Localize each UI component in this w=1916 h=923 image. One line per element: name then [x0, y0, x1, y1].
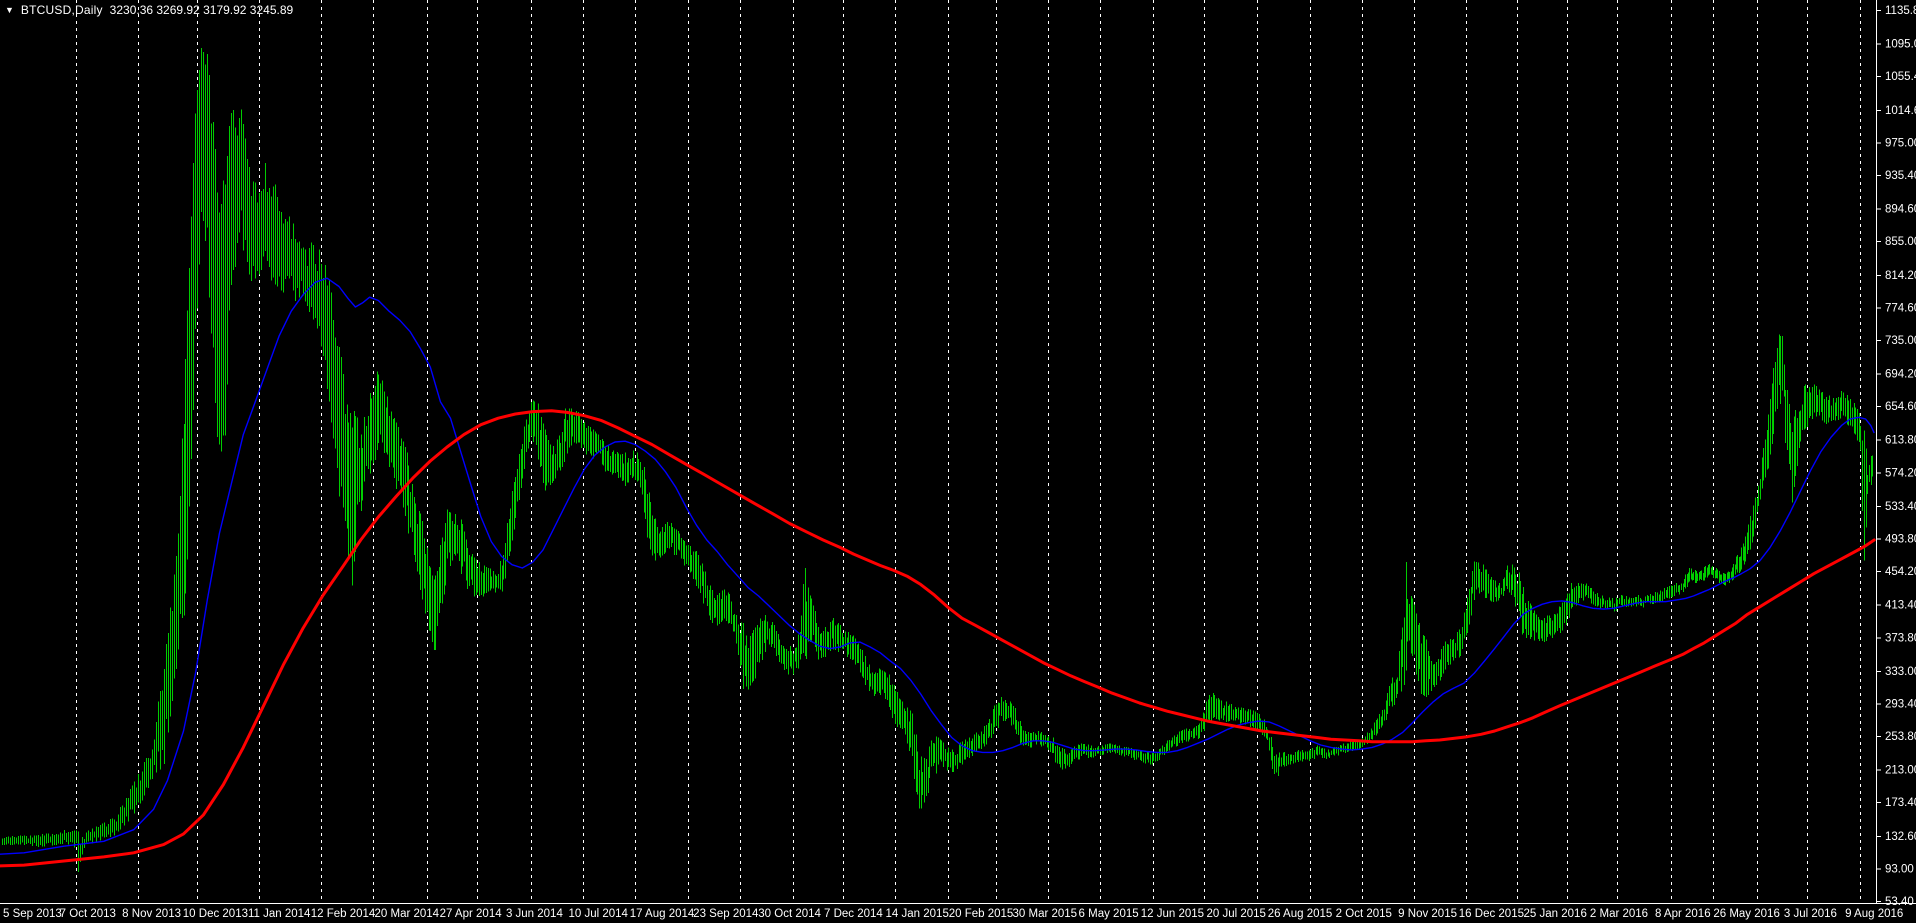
price-tick-label: 654.60: [1885, 401, 1916, 413]
date-tick-label: 14 Jan 2015: [886, 908, 949, 920]
date-tick-label: 30 Mar 2015: [1013, 908, 1078, 920]
price-tick-label: 373.80: [1885, 632, 1916, 644]
price-tick-label: 333.00: [1885, 666, 1916, 678]
date-tick-label: 2 Oct 2015: [1336, 908, 1392, 920]
price-tick-label: 735.00: [1885, 335, 1916, 347]
price-tick-label: 132.60: [1885, 831, 1916, 843]
date-tick-label: 27 Apr 2014: [440, 908, 503, 920]
date-tick-label: 3 Jun 2014: [506, 908, 564, 920]
price-tick-label: 574.20: [1885, 467, 1916, 479]
date-tick-label: 26 Aug 2015: [1268, 908, 1333, 920]
price-tick-label: 413.40: [1885, 600, 1916, 612]
price-tick-label: 1014.60: [1885, 105, 1916, 117]
date-tick-label: 5 Sep 2013: [3, 908, 62, 920]
ohlc-values: 3230.36 3269.92 3179.92 3245.89: [109, 3, 294, 17]
price-axis[interactable]: 1135.80 1095.00 1055.40 1014.60 975.00 935.40…: [1876, 5, 1916, 908]
price-tick-label: 533.40: [1885, 501, 1916, 513]
date-tick-label: 3 Jul 2016: [1784, 908, 1837, 920]
ma-slow-line: [0, 409, 1876, 868]
price-tick-label: 493.80: [1885, 534, 1916, 546]
date-tick-label: 23 Sep 2014: [693, 908, 759, 920]
date-tick-label: 12 Jun 2015: [1141, 908, 1204, 920]
date-tick-label: 20 Feb 2015: [949, 908, 1014, 920]
date-tick-label: 7 Oct 2013: [60, 908, 116, 920]
date-tick-label: 6 May 2015: [1079, 908, 1139, 920]
date-tick-label: 20 Jul 2015: [1206, 908, 1265, 920]
date-tick-label: 25 Jan 2016: [1524, 908, 1587, 920]
symbol-period-label: BTCUSD,Daily: [20, 3, 103, 17]
chart-title-overlay: ▼ BTCUSD,Daily 3230.36 3269.92 3179.92 3…: [5, 3, 293, 17]
symbol-dropdown-icon[interactable]: ▼: [5, 5, 14, 15]
price-tick-label: 1055.40: [1885, 71, 1916, 83]
price-tick-label: 53.40: [1885, 896, 1914, 908]
price-tick-label: 935.40: [1885, 170, 1916, 182]
date-tick-label: 26 May 2016: [1713, 908, 1780, 920]
price-tick-label: 814.20: [1885, 270, 1916, 282]
date-tick-label: 2 Mar 2016: [1590, 908, 1648, 920]
price-bars: [2, 48, 1873, 872]
ma-fast-line: [0, 277, 1875, 855]
date-tick-label: 8 Nov 2013: [122, 908, 181, 920]
date-tick-label: 9 Nov 2015: [1398, 908, 1457, 920]
date-tick-label: 12 Feb 2014: [311, 908, 376, 920]
price-tick-label: 1095.00: [1885, 39, 1916, 51]
price-tick-label: 694.20: [1885, 369, 1916, 381]
price-tick-label: 253.80: [1885, 731, 1916, 743]
axes: [0, 0, 1916, 904]
date-tick-label: 10 Jul 2014: [568, 908, 628, 920]
price-tick-label: 855.00: [1885, 236, 1916, 248]
price-tick-label: 894.60: [1885, 204, 1916, 216]
date-tick-label: 20 Mar 2014: [375, 908, 440, 920]
price-tick-label: 213.00: [1885, 765, 1916, 777]
price-tick-label: 613.80: [1885, 435, 1916, 447]
date-tick-label: 30 Oct 2014: [758, 908, 821, 920]
price-tick-label: 1135.80: [1885, 5, 1916, 17]
date-tick-label: 9 Aug 2016: [1845, 908, 1903, 920]
date-tick-label: 7 Dec 2014: [824, 908, 883, 920]
date-tick-label: 8 Apr 2016: [1655, 908, 1711, 920]
date-tick-label: 11 Jan 2014: [248, 908, 311, 920]
date-tick-label: 17 Aug 2014: [630, 908, 695, 920]
price-tick-label: 454.20: [1885, 566, 1916, 578]
price-tick-label: 173.40: [1885, 797, 1916, 809]
price-tick-label: 293.40: [1885, 699, 1916, 711]
price-tick-label: 774.60: [1885, 302, 1916, 314]
price-tick-label: 975.00: [1885, 137, 1916, 149]
date-tick-label: 16 Dec 2015: [1459, 908, 1524, 920]
date-tick-label: 10 Dec 2013: [183, 908, 248, 920]
price-tick-label: 93.00: [1885, 863, 1914, 875]
